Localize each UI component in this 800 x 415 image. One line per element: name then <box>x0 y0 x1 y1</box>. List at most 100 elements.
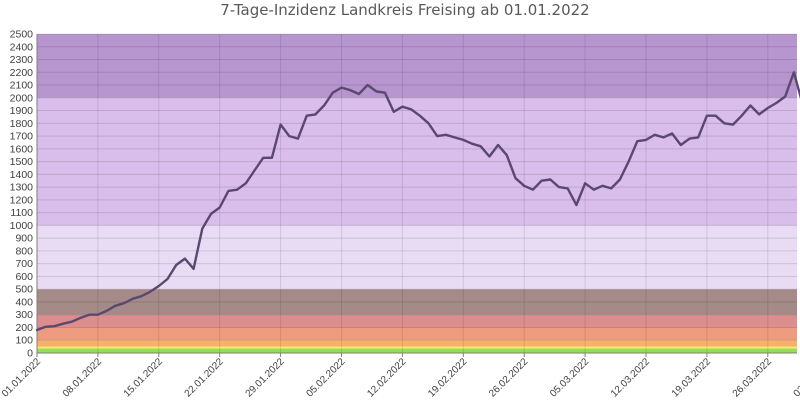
data-point <box>132 298 134 300</box>
data-point <box>462 139 464 141</box>
data-point <box>514 177 516 179</box>
data-point <box>340 86 342 88</box>
data-point <box>471 143 473 145</box>
data-point <box>71 321 73 323</box>
data-point <box>401 106 403 108</box>
y-tick-label: 1700 <box>10 131 34 143</box>
data-point <box>297 137 299 139</box>
data-point <box>749 104 751 106</box>
data-point <box>654 134 656 136</box>
data-point <box>140 295 142 297</box>
y-tick-label: 1900 <box>10 105 34 117</box>
y-tick-label: 1100 <box>10 207 33 219</box>
x-tick-label: 12.03.2022 <box>609 356 652 399</box>
y-tick-label: 2500 <box>10 29 34 41</box>
y-tick-label: 2000 <box>10 92 34 104</box>
y-tick-label: 400 <box>15 296 33 308</box>
x-tick-label: 01.01.2022 <box>0 356 43 399</box>
data-point <box>45 326 47 328</box>
data-point <box>732 123 734 125</box>
data-point <box>114 305 116 307</box>
y-tick-label: 2400 <box>10 41 34 53</box>
data-point <box>219 206 221 208</box>
y-tick-label: 1400 <box>10 169 34 181</box>
data-point <box>271 157 273 159</box>
data-point <box>427 122 429 124</box>
x-tick-label: 15.01.2022 <box>122 356 165 399</box>
band-2 <box>37 340 797 347</box>
gridlines <box>36 33 797 354</box>
data-point <box>593 188 595 190</box>
y-tick-label: 500 <box>15 284 33 296</box>
data-point <box>236 188 238 190</box>
data-point <box>245 182 247 184</box>
x-tick-label: 22.01.2022 <box>183 356 226 399</box>
data-point <box>158 285 160 287</box>
data-point <box>697 136 699 138</box>
data-point <box>741 114 743 116</box>
y-tick-label: 2300 <box>10 54 34 66</box>
data-point <box>306 114 308 116</box>
band-4 <box>37 314 797 328</box>
y-tick-label: 1500 <box>10 156 34 168</box>
data-point <box>480 145 482 147</box>
x-tick-label: 26.02.2022 <box>487 356 530 399</box>
x-tick-label: 29.01.2022 <box>244 356 287 399</box>
band-7 <box>37 97 797 226</box>
y-tick-label: 900 <box>15 233 33 245</box>
data-point <box>540 180 542 182</box>
x-tick-label: 05.03.2022 <box>548 356 591 399</box>
data-point <box>201 227 203 229</box>
y-tick-label: 300 <box>15 309 33 321</box>
y-tick-label: 700 <box>15 258 33 270</box>
data-point <box>767 107 769 109</box>
data-point <box>436 135 438 137</box>
x-axis: 01.01.2022 08.01.2022 15.01.2022 22.01.2022… <box>0 352 800 400</box>
data-point <box>79 317 81 319</box>
chart-title: 7-Tage-Inzidenz Landkreis Freising ab 01… <box>220 1 589 19</box>
data-point <box>62 322 64 324</box>
data-point <box>714 114 716 116</box>
data-point <box>758 113 760 115</box>
data-point <box>419 114 421 116</box>
data-point <box>558 186 560 188</box>
data-point <box>349 89 351 91</box>
data-point <box>358 93 360 95</box>
data-point <box>323 104 325 106</box>
data-point <box>36 329 38 331</box>
data-point <box>506 154 508 156</box>
y-tick-label: 1200 <box>10 194 34 206</box>
y-axis: 0100200300400500600700800900100011001200… <box>10 29 38 360</box>
data-point <box>192 268 194 270</box>
data-point <box>393 111 395 113</box>
data-point <box>366 84 368 86</box>
data-point <box>680 144 682 146</box>
data-point <box>662 136 664 138</box>
data-point <box>688 137 690 139</box>
data-point <box>410 108 412 110</box>
data-point <box>210 213 212 215</box>
y-tick-label: 600 <box>15 271 33 283</box>
data-point <box>523 185 525 187</box>
band-1 <box>37 346 797 349</box>
data-point <box>793 71 795 73</box>
x-tick-label: 12.02.2022 <box>365 356 408 399</box>
x-tick-label: 26.03.2022 <box>731 356 774 399</box>
data-point <box>175 264 177 266</box>
band-8 <box>37 34 797 98</box>
data-point <box>384 91 386 93</box>
data-point <box>549 178 551 180</box>
data-point <box>279 123 281 125</box>
data-point <box>775 102 777 104</box>
series-group <box>35 71 800 332</box>
data-point <box>567 187 569 189</box>
data-point <box>488 155 490 157</box>
data-point <box>105 310 107 312</box>
y-tick-label: 2100 <box>10 80 34 92</box>
data-point <box>610 187 612 189</box>
data-point <box>645 139 647 141</box>
y-tick-label: 1800 <box>10 118 34 130</box>
y-tick-label: 1600 <box>10 143 34 155</box>
data-point <box>445 134 447 136</box>
